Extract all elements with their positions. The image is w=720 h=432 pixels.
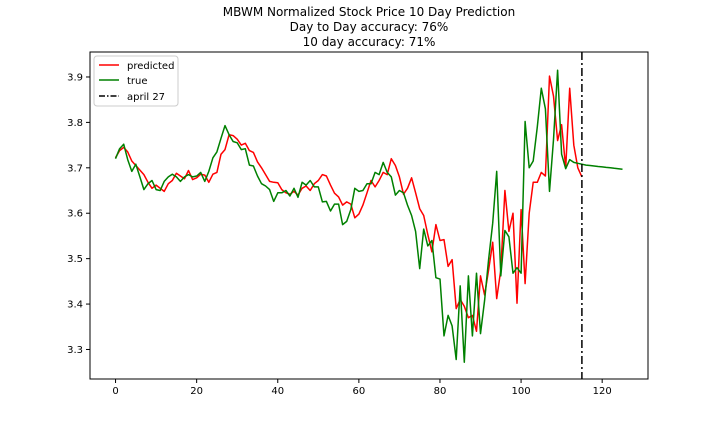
plot-area — [114, 52, 623, 379]
chart-title: MBWM Normalized Stock Price 10 Day Predi… — [223, 5, 515, 49]
x-tick-label: 20 — [190, 386, 203, 397]
x-tick-label: 80 — [434, 386, 447, 397]
series-line-true — [114, 69, 623, 363]
y-tick-label: 3.8 — [67, 118, 83, 129]
x-tick-label: 100 — [512, 386, 531, 397]
y-tick-label: 3.4 — [67, 300, 83, 311]
y-tick-label: 3.7 — [67, 163, 83, 174]
y-tick-label: 3.3 — [67, 345, 83, 356]
x-tick-label: 120 — [593, 386, 612, 397]
y-tick-label: 3.6 — [67, 209, 83, 220]
axes: 0 20 40 60 80 100 120 3.3 3.4 3.5 3.6 3.7 3.8 3.9 — [67, 51, 649, 397]
y-tick-label: 3.5 — [67, 254, 83, 265]
y-tick-label: 3.9 — [67, 72, 83, 83]
chart-title-line-3: 10 day accuracy: 71% — [303, 35, 436, 49]
legend-label-april-27: april 27 — [127, 92, 165, 103]
x-tick-label: 60 — [352, 386, 365, 397]
legend-label-predicted: predicted — [127, 61, 174, 72]
x-tick-label: 0 — [112, 386, 118, 397]
legend-label-true: true — [127, 76, 148, 87]
chart-title-line-1: MBWM Normalized Stock Price 10 Day Predi… — [223, 5, 515, 19]
legend-box — [93, 55, 179, 107]
x-tick-label: 40 — [271, 386, 284, 397]
plot-frame — [89, 51, 649, 380]
legend: predicted true april 27 — [93, 55, 179, 107]
chart-title-line-2: Day to Day accuracy: 76% — [290, 20, 449, 34]
series-line-predicted — [114, 75, 583, 333]
